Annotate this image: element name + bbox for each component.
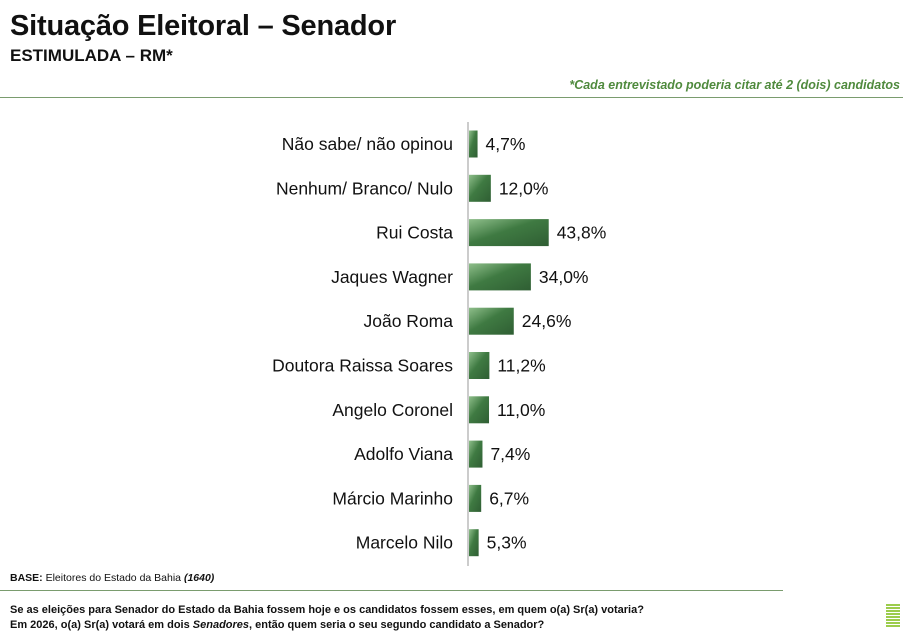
bar-chart: Não sabe/ não opinou 4,7% Nenhum/ Branco/ …	[272, 122, 607, 566]
category-label: Jaques Wagner	[331, 267, 453, 287]
footnote-candidates: *Cada entrevistado poderia citar até 2 (…	[569, 78, 900, 92]
category-label: Não sabe/ não opinou	[282, 134, 453, 154]
value-label: 12,0%	[499, 178, 549, 198]
survey-question: Se as eleições para Senador do Estado da…	[10, 603, 860, 633]
base-note: BASE: Eleitores do Estado da Bahia (1640…	[10, 572, 215, 584]
page-subtitle: ESTIMULADA – RM*	[10, 46, 173, 65]
bar	[469, 484, 482, 512]
brand-logo-icon	[886, 604, 900, 632]
value-label: 5,3%	[487, 533, 527, 553]
value-label: 4,7%	[486, 134, 526, 154]
category-label: Doutora Raissa Soares	[272, 356, 453, 376]
category-label: Nenhum/ Branco/ Nulo	[276, 178, 453, 198]
bar	[469, 263, 531, 291]
value-label: 34,0%	[539, 267, 589, 287]
page-title: Situação Eleitoral – Senador	[10, 10, 397, 42]
category-label: Angelo Coronel	[332, 400, 453, 420]
category-label: Marcelo Nilo	[356, 533, 453, 553]
bar	[469, 130, 478, 158]
value-label: 7,4%	[490, 444, 530, 464]
bar	[469, 396, 490, 424]
top-divider	[0, 97, 903, 98]
value-label: 11,0%	[497, 400, 545, 420]
category-label: Rui Costa	[376, 223, 453, 243]
value-label: 6,7%	[489, 488, 529, 508]
category-label: Adolfo Viana	[354, 444, 453, 464]
value-label: 43,8%	[557, 223, 607, 243]
bar	[469, 219, 549, 247]
bar	[469, 352, 490, 379]
bar	[469, 440, 483, 468]
bar	[469, 307, 514, 335]
category-label: Márcio Marinho	[332, 488, 453, 508]
bottom-divider	[0, 590, 783, 591]
value-label: 11,2%	[497, 356, 545, 376]
value-label: 24,6%	[522, 311, 572, 331]
bar	[469, 174, 491, 202]
bar	[469, 529, 479, 557]
question-line-1: Se as eleições para Senador do Estado da…	[10, 604, 644, 616]
category-label: João Roma	[364, 311, 454, 331]
question-line-2: Em 2026, o(a) Sr(a) votará em dois Senad…	[10, 619, 545, 631]
